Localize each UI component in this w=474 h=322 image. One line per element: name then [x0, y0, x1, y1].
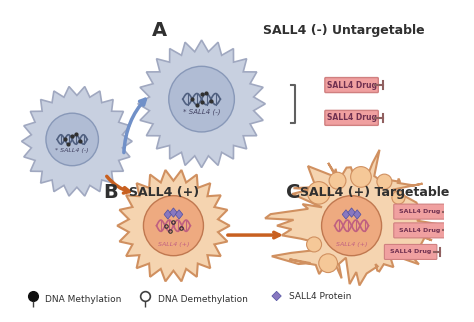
Text: DNA Methylation: DNA Methylation [45, 295, 121, 304]
Polygon shape [272, 291, 281, 301]
Polygon shape [138, 40, 265, 167]
Text: SALL4 Drug: SALL4 Drug [400, 209, 441, 214]
Circle shape [329, 172, 346, 189]
Polygon shape [21, 87, 132, 196]
Circle shape [144, 196, 203, 256]
Text: A: A [152, 21, 167, 40]
Text: SALL4 Drug: SALL4 Drug [327, 113, 376, 122]
Circle shape [319, 254, 337, 272]
Text: SALL4 (+): SALL4 (+) [129, 186, 200, 199]
Text: C: C [286, 183, 301, 202]
Text: SALL4 Protein: SALL4 Protein [289, 291, 351, 300]
FancyBboxPatch shape [325, 78, 378, 92]
FancyBboxPatch shape [394, 223, 446, 238]
Polygon shape [354, 210, 361, 219]
Polygon shape [265, 150, 447, 286]
Text: B: B [103, 183, 118, 202]
Text: * SALL4 (-): * SALL4 (-) [183, 108, 220, 115]
Text: SALL4 Drug: SALL4 Drug [327, 80, 376, 90]
Text: * SALL4 (-): * SALL4 (-) [55, 148, 89, 153]
Polygon shape [342, 210, 350, 219]
Text: SALL4 (+) Targetable: SALL4 (+) Targetable [300, 186, 449, 199]
Circle shape [307, 237, 321, 252]
Text: SALL4 (+): SALL4 (+) [158, 242, 189, 247]
Circle shape [351, 166, 371, 187]
Text: DNA Demethylation: DNA Demethylation [157, 295, 247, 304]
Circle shape [46, 113, 99, 166]
Circle shape [308, 182, 330, 204]
Circle shape [377, 174, 392, 189]
Polygon shape [164, 210, 172, 219]
Circle shape [321, 196, 382, 256]
Circle shape [169, 66, 234, 132]
Text: SALL4 Drug: SALL4 Drug [390, 250, 431, 254]
Text: SALL4 (-) Untargetable: SALL4 (-) Untargetable [263, 24, 424, 37]
Text: SALL4 Drug: SALL4 Drug [400, 228, 441, 233]
Polygon shape [175, 210, 183, 219]
FancyBboxPatch shape [394, 204, 446, 219]
FancyBboxPatch shape [384, 244, 437, 260]
Polygon shape [117, 170, 230, 281]
Polygon shape [348, 208, 356, 217]
Circle shape [392, 191, 405, 204]
FancyBboxPatch shape [325, 110, 378, 125]
Text: SALL4 (+): SALL4 (+) [336, 242, 367, 247]
Polygon shape [170, 208, 177, 217]
